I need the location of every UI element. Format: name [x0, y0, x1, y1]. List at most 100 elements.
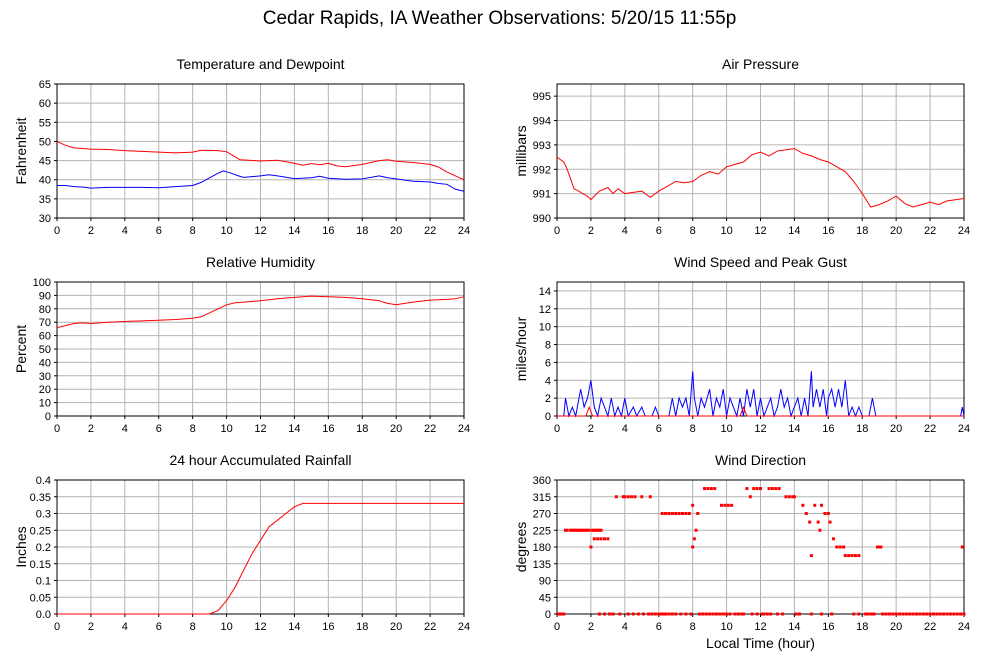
data-point [813, 503, 817, 507]
x-tick-label: 8 [690, 225, 696, 237]
chart-panel: 0 2 4 6 8 10 12 14 16 18 20 22 240.00.050.10.150.20.… [13, 452, 470, 633]
x-tick-label: 16 [822, 621, 834, 633]
x-tick-label: 8 [190, 225, 196, 237]
data-point [677, 512, 681, 515]
data-point [648, 495, 652, 499]
x-tick-label: 16 [822, 423, 834, 435]
y-tick-label: 12 [539, 304, 551, 316]
y-tick-label: 80 [39, 304, 51, 316]
y-tick-label: 45 [39, 156, 51, 168]
x-tick-label: 14 [288, 621, 300, 633]
data-point [674, 612, 678, 616]
data-point [755, 487, 759, 491]
data-point [660, 512, 664, 515]
data-point [596, 537, 600, 541]
data-point [667, 512, 671, 515]
x-tick-label: 8 [190, 423, 196, 435]
data-point [942, 612, 946, 616]
x-tick-label: 20 [890, 621, 902, 633]
data-point [935, 612, 939, 616]
data-point [714, 612, 718, 616]
data-point [818, 528, 822, 532]
data-point [658, 612, 662, 616]
data-point [557, 612, 561, 616]
data-point [831, 537, 835, 541]
data-point [835, 545, 839, 549]
data-point [580, 528, 584, 532]
x-tick-label: 0 [554, 423, 560, 435]
data-point [928, 612, 932, 616]
data-point [653, 612, 657, 616]
y-axis-label: Inches [13, 526, 29, 567]
x-tick-label: 24 [958, 621, 970, 633]
data-point [728, 612, 732, 616]
data-point [597, 612, 601, 616]
data-point [611, 612, 615, 616]
data-point [697, 612, 701, 616]
data-point [664, 512, 668, 515]
data-point [847, 554, 851, 558]
y-tick-label: 20 [39, 384, 51, 396]
data-point [670, 612, 674, 616]
data-point [591, 528, 595, 532]
data-point [560, 612, 564, 616]
data-point [894, 612, 898, 616]
data-point [572, 528, 576, 532]
data-point [650, 612, 654, 616]
data-point [931, 612, 935, 616]
y-tick-label: 14 [539, 286, 551, 298]
x-tick-label: 2 [588, 225, 594, 237]
x-tick-label: 8 [190, 621, 196, 633]
y-tick-label: 90 [39, 290, 51, 302]
x-tick-label: 14 [788, 225, 800, 237]
y-tick-label: 2 [545, 393, 551, 405]
data-point [921, 612, 925, 616]
x-tick-label: 18 [856, 423, 868, 435]
x-tick-label: 8 [690, 621, 696, 633]
data-point [579, 528, 583, 532]
data-point [679, 612, 683, 616]
data-point [769, 612, 773, 616]
x-tick-label: 10 [220, 225, 232, 237]
y-tick-label: 991 [533, 189, 551, 201]
x-tick-label: 12 [254, 621, 266, 633]
data-point [925, 612, 929, 616]
data-point [684, 612, 688, 616]
y-tick-label: 135 [533, 559, 551, 571]
data-point [774, 487, 778, 491]
x-tick-label: 14 [788, 423, 800, 435]
x-tick-label: 12 [754, 621, 766, 633]
data-point [750, 612, 754, 616]
chart-title: Wind Direction [715, 452, 806, 468]
y-tick-label: 0.1 [36, 576, 51, 588]
data-point [565, 528, 569, 532]
data-point [952, 612, 956, 616]
y-tick-label: 995 [533, 91, 551, 103]
data-point [798, 612, 802, 616]
data-point [577, 528, 581, 532]
y-tick-label: 30 [39, 213, 51, 225]
x-tick-label: 20 [390, 423, 402, 435]
x-tick-label: 0 [54, 225, 60, 237]
y-tick-label: 45 [539, 592, 551, 604]
data-point [563, 528, 567, 532]
data-point [726, 503, 730, 507]
x-tick-label: 0 [554, 225, 560, 237]
x-tick-label: 2 [88, 225, 94, 237]
data-point [962, 612, 966, 616]
data-point [689, 612, 693, 616]
chart-panel: 0 2 4 6 8 10 12 14 16 18 20 22 240459013518022527031… [513, 452, 970, 633]
data-point [869, 612, 873, 616]
y-tick-label: 315 [533, 492, 551, 504]
data-point [816, 520, 820, 524]
data-point [767, 487, 771, 491]
data-point [602, 612, 606, 616]
data-point [691, 545, 695, 549]
data-point [838, 545, 842, 549]
series-line [557, 405, 964, 417]
data-point [614, 495, 618, 499]
data-point [696, 512, 700, 515]
data-point [801, 503, 805, 507]
chart-panel: 0 2 4 6 8 10 12 14 16 18 20 22 240102030405060708090… [13, 254, 470, 435]
data-point [618, 612, 622, 616]
